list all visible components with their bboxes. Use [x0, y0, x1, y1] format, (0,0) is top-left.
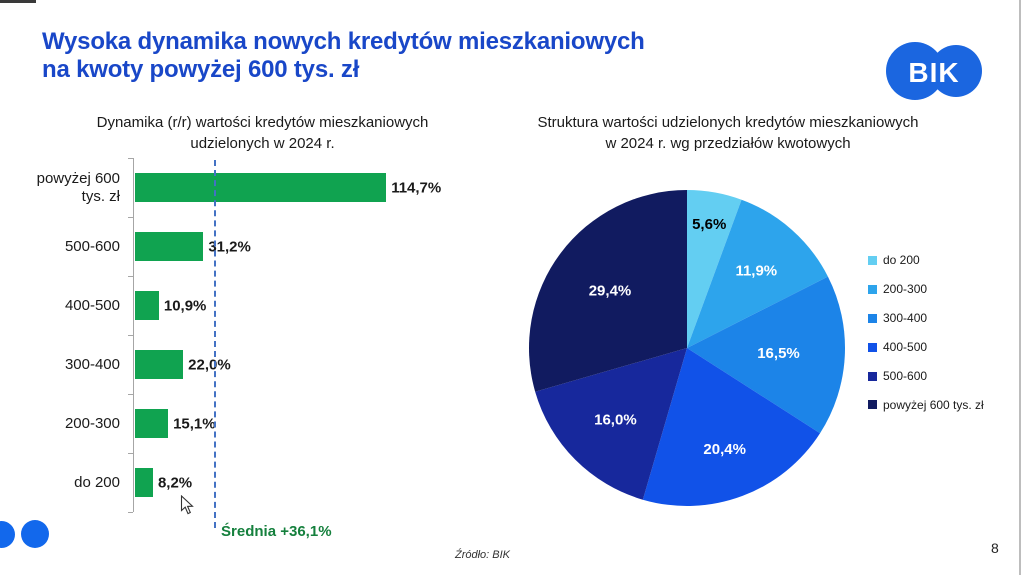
legend-label: do 200 — [883, 253, 920, 268]
axis-tick — [128, 335, 133, 336]
legend-item: powyżej 600 tys. zł — [868, 390, 984, 419]
axis-tick — [128, 158, 133, 159]
legend-chip — [868, 284, 877, 294]
legend-item: 200-300 — [868, 275, 984, 304]
source-note: Źródło: BIK — [455, 549, 511, 561]
pie-slice — [535, 348, 687, 500]
pie-slice-label: 16,0% — [594, 412, 637, 429]
logo-text: BIK — [908, 57, 959, 88]
pie-slice-label: 20,4% — [703, 441, 746, 458]
pie-slice-label: 5,6% — [692, 216, 726, 233]
axis-tick — [128, 512, 133, 513]
pie-slice-label: 29,4% — [589, 282, 632, 299]
legend-label: 300-400 — [883, 311, 928, 326]
bar-category-label: do 200 — [74, 473, 120, 491]
legend-chip — [868, 313, 877, 323]
decorative-dot-right — [21, 520, 49, 548]
legend-label: powyżej 600 tys. zł — [883, 397, 984, 412]
bar-chart-title: Dynamika (r/r) wartości kredytów mieszka… — [55, 112, 470, 154]
legend-chip — [868, 342, 877, 352]
bar-value-label: 114,7% — [391, 179, 442, 196]
bar-value-label: 8,2% — [157, 474, 193, 491]
bar-category-label: 200-300 — [64, 414, 120, 432]
pie-chart-title-line2: w 2024 r. wg przedziałów kwotowych — [605, 135, 851, 152]
bar — [135, 468, 153, 497]
bar — [135, 409, 169, 438]
decorative-dot-left — [0, 521, 15, 548]
page-title-line2: na kwoty powyżej 600 tys. zł — [42, 56, 360, 83]
bar-value-label: 15,1% — [173, 415, 216, 432]
legend-item: 300-400 — [868, 304, 984, 333]
axis-tick — [128, 217, 133, 218]
page-title-line1: Wysoka dynamika nowych kredytów mieszkan… — [42, 28, 645, 55]
pie-slice — [687, 276, 846, 434]
bar — [135, 291, 159, 320]
legend-label: 500-600 — [883, 369, 928, 383]
pie-slice — [642, 348, 821, 506]
legend-item: 500-600 — [868, 362, 984, 391]
logo-circle-right — [930, 45, 982, 97]
right-edge-divider — [1019, 0, 1021, 575]
bik-logo: BIK — [886, 42, 982, 100]
legend-label: 400-500 — [883, 340, 928, 355]
bar-category-label: 300-400 — [64, 355, 120, 373]
legend-chip — [868, 400, 877, 410]
legend-chip — [868, 255, 877, 265]
pie-slice-label: 11,9% — [735, 262, 777, 279]
logo-circle-left — [886, 42, 944, 100]
bar-chart-title-line2: udzielonych w 2024 r. — [190, 135, 335, 152]
bar-category-label: 400-500 — [64, 296, 120, 314]
legend-item: 400-500 — [868, 333, 984, 362]
bar — [135, 173, 387, 202]
average-line — [214, 160, 217, 528]
axis-tick — [128, 276, 133, 277]
pie-slice — [528, 190, 687, 392]
pie-chart-title-line1: Struktura wartości udzielonych kredytów … — [537, 114, 919, 131]
pie-slice — [687, 190, 742, 348]
bar — [135, 232, 204, 261]
bar-value-label: 22,0% — [188, 356, 231, 373]
bar-value-label: 31,2% — [208, 238, 251, 255]
pie-chart-title: Struktura wartości udzielonych kredytów … — [508, 112, 948, 154]
axis-tick — [128, 394, 133, 395]
pie-legend: do 200 200-300 300-400 400-500 500-600 powyże… — [868, 246, 984, 419]
bar-category-label: powyżej 600 tys. zł — [36, 169, 120, 205]
bar-category-label: 500-600 — [64, 237, 120, 255]
bar — [135, 350, 184, 379]
pie-slice-label: 16,5% — [757, 345, 800, 362]
legend-chip — [868, 371, 877, 381]
corner-artifact — [0, 0, 36, 3]
legend-item: do 200 — [868, 246, 984, 275]
bar-axis — [133, 158, 134, 512]
pie-chart: 5,6% 11,9% 16,5% 20,4% 16,0% 29,4% — [528, 190, 846, 506]
legend-label: 200-300 — [883, 282, 928, 297]
average-line-label: Średnia +36,1% — [221, 523, 332, 540]
page-number: 8 — [991, 540, 999, 556]
axis-tick — [128, 453, 133, 454]
page-title: Wysoka dynamika nowych kredytów mieszkan… — [42, 28, 645, 84]
mouse-cursor-icon — [180, 495, 194, 515]
pie-slice — [687, 199, 828, 348]
bar-value-label: 10,9% — [163, 297, 207, 314]
bar-chart-title-line1: Dynamika (r/r) wartości kredytów mieszka… — [96, 114, 429, 131]
